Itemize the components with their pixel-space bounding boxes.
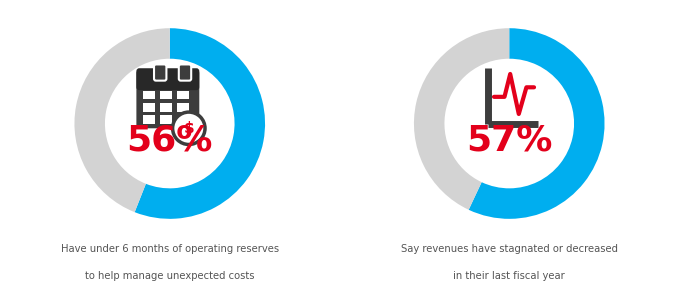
FancyBboxPatch shape — [179, 64, 191, 81]
Bar — [143, 115, 155, 124]
Text: 57%: 57% — [466, 124, 553, 158]
Bar — [143, 103, 155, 112]
FancyBboxPatch shape — [136, 70, 200, 128]
Text: in their last fiscal year: in their last fiscal year — [454, 271, 565, 281]
Circle shape — [172, 112, 205, 145]
Bar — [177, 115, 189, 124]
Bar — [160, 91, 172, 99]
Bar — [177, 91, 189, 99]
Bar — [160, 115, 172, 124]
FancyBboxPatch shape — [154, 64, 166, 81]
Text: $: $ — [183, 121, 194, 136]
Bar — [143, 91, 155, 99]
Text: Say revenues have stagnated or decreased: Say revenues have stagnated or decreased — [401, 244, 618, 253]
Bar — [177, 103, 189, 112]
Wedge shape — [134, 28, 265, 219]
Text: to help manage unexpected costs: to help manage unexpected costs — [85, 271, 255, 281]
Wedge shape — [75, 28, 170, 212]
Text: 56%: 56% — [126, 124, 213, 158]
Wedge shape — [414, 28, 509, 210]
Text: Have under 6 months of operating reserves: Have under 6 months of operating reserve… — [60, 244, 279, 253]
Bar — [160, 103, 172, 112]
Wedge shape — [469, 28, 604, 219]
FancyBboxPatch shape — [136, 68, 200, 90]
